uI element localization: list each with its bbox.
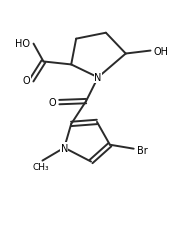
Text: N: N	[94, 73, 102, 83]
Text: HO: HO	[15, 38, 30, 48]
Text: CH₃: CH₃	[32, 162, 49, 171]
Text: Br: Br	[137, 145, 148, 155]
Text: O: O	[49, 98, 56, 108]
Text: N: N	[61, 143, 68, 153]
Text: O: O	[23, 76, 30, 86]
Text: OH: OH	[154, 46, 169, 56]
